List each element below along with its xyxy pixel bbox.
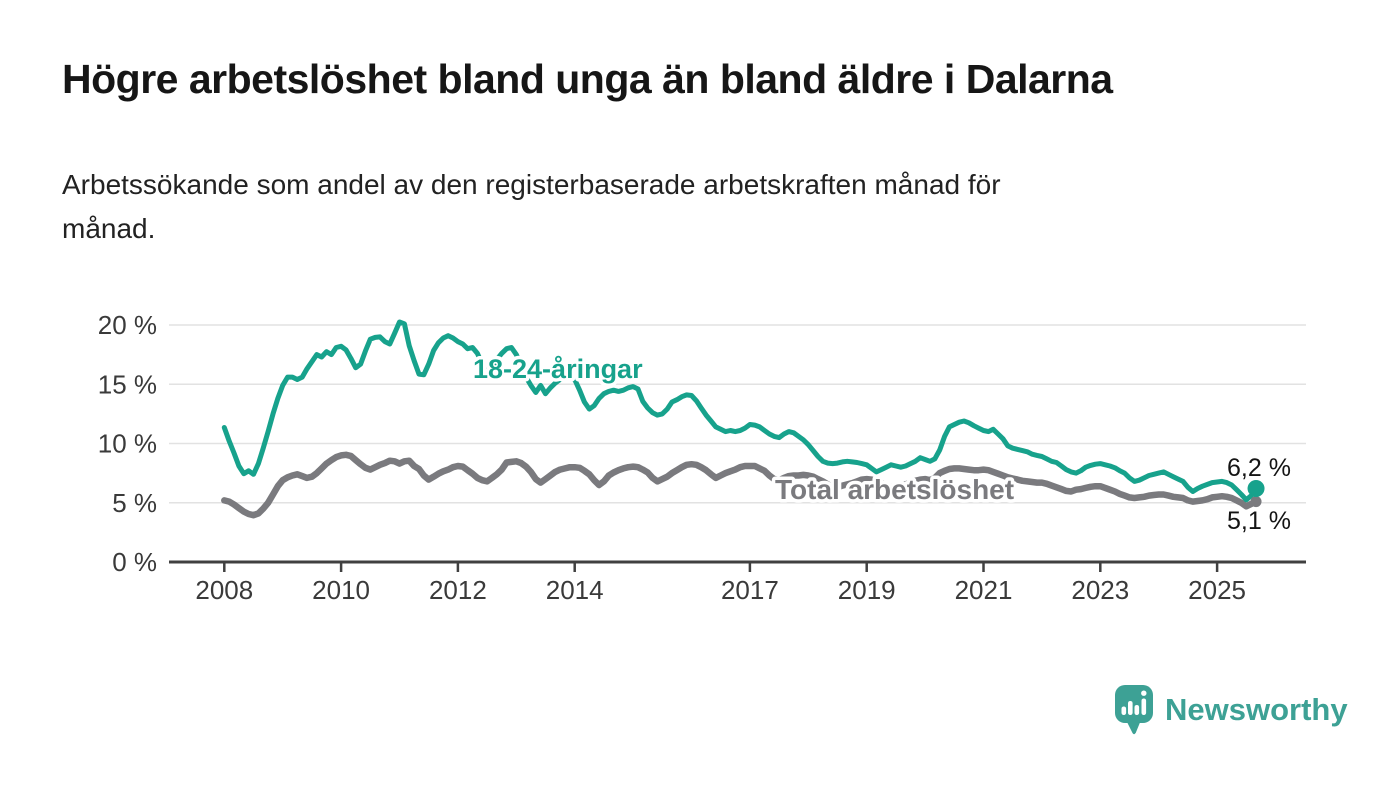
x-axis-label-2023: 2023	[1071, 575, 1129, 605]
y-axis-label-10: 10 %	[98, 429, 157, 459]
chart-subtitle: Arbetssökande som andel av den registerb…	[62, 163, 1302, 250]
x-axis-label-2008: 2008	[195, 575, 253, 605]
subtitle-line-1: Arbetssökande som andel av den registerb…	[62, 169, 1001, 200]
x-axis-label-2019: 2019	[838, 575, 896, 605]
axis-layer: 0 % 5 % 10 % 15 % 20 % 2008 2010 2012 2014 2017 20…	[98, 310, 1306, 605]
speech-bubble-bar-chart-icon	[1115, 685, 1153, 735]
series-label-total: Total arbetslöshet	[775, 474, 1014, 505]
youth-unemployment-line	[221, 319, 1259, 503]
y-axis-label-15: 15 %	[98, 369, 157, 399]
total-unemployment-line	[221, 451, 1260, 519]
x-axis-label-2010: 2010	[312, 575, 370, 605]
end-value-label-youth: 6,2 %	[1227, 454, 1291, 482]
y-axis-label-20: 20 %	[98, 310, 157, 340]
subtitle-line-2: månad.	[62, 212, 156, 244]
youth-line-end-dot	[1247, 480, 1265, 498]
x-axis-label-2017: 2017	[721, 575, 779, 605]
page-title: Högre arbetslöshet bland unga än bland ä…	[62, 56, 1113, 102]
x-axis-label-2025: 2025	[1188, 575, 1246, 605]
y-axis-label-5: 5 %	[112, 488, 157, 518]
x-axis-label-2014: 2014	[546, 575, 604, 605]
x-axis-label-2021: 2021	[955, 575, 1013, 605]
newsworthy-brand-text: Newsworthy	[1165, 692, 1348, 727]
end-value-label-total: 5,1 %	[1227, 507, 1291, 535]
newsworthy-logo: Newsworthy	[1114, 684, 1348, 736]
total-line-end-dot	[1250, 496, 1262, 508]
series-layer	[221, 319, 1265, 519]
y-axis-label-0: 0 %	[112, 547, 157, 577]
x-axis-label-2012: 2012	[429, 575, 487, 605]
grid-layer	[169, 324, 1306, 504]
series-label-youth: 18-24-åringar	[473, 354, 643, 384]
